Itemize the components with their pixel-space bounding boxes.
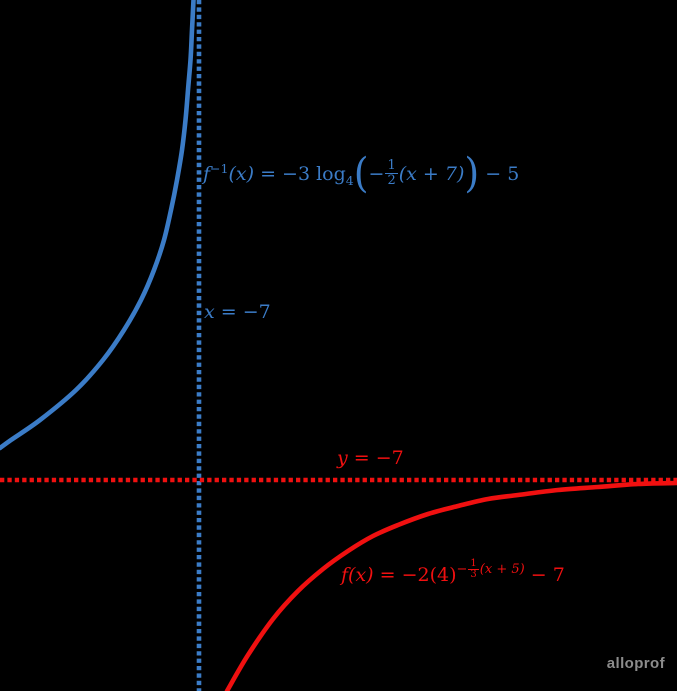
alloprof-watermark: alloprof: [606, 655, 665, 672]
fraction-denominator: 3: [468, 569, 479, 580]
equation-tail: − 7: [524, 564, 565, 586]
asymptote-variable: y: [337, 447, 348, 469]
log-base: 4: [345, 173, 354, 189]
equation-equals-base: = −2(4): [373, 564, 457, 586]
equation-f-symbol: f: [341, 564, 349, 586]
exponential-function-equation-label: f(x) = −2(4) −1 3 (x + 5) − 7: [341, 559, 565, 588]
asymptote-value: = −7: [347, 447, 404, 469]
inverse-log-curve: [0, 0, 196, 451]
equation-f-symbol: f: [203, 163, 211, 186]
fraction-denominator: 2: [385, 172, 398, 188]
inner-argument: (x + 7): [398, 163, 465, 186]
inverse-function-equation-label: f−1(x) = −3 log4(− 1 2 (x + 7)) − 5: [203, 149, 520, 197]
exponent-argument: (x + 5): [479, 562, 525, 577]
exponent-group: −1 3 (x + 5): [457, 559, 525, 580]
asymptote-variable: x: [204, 301, 215, 323]
horizontal-asymptote-label: y = −7: [337, 449, 404, 468]
exponent-minus: −: [456, 562, 468, 577]
minus-sign: −: [368, 163, 385, 186]
log-operator: log: [316, 163, 346, 186]
fraction-numerator: 1: [470, 558, 477, 569]
exponential-curve: [224, 480, 677, 691]
equation-equals-coef: = −3: [254, 163, 317, 186]
equation-argument: (x): [228, 163, 255, 186]
inverse-exponent: −1: [210, 161, 229, 177]
vertical-asymptote-label: x = −7: [204, 303, 271, 322]
fraction-numerator: 1: [387, 158, 396, 173]
asymptote-value: = −7: [214, 301, 271, 323]
equation-argument: (x): [348, 564, 374, 586]
equation-tail: − 5: [479, 163, 520, 186]
